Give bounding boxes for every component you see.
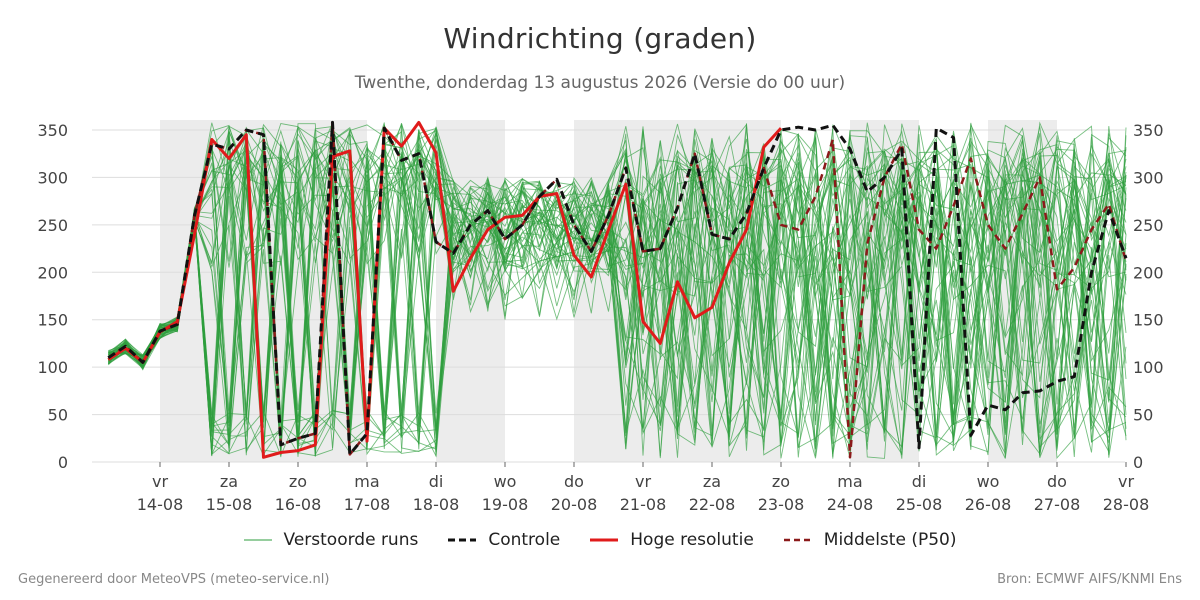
- perturbed-run-41: [108, 126, 1127, 451]
- x-tick-dow-8: za: [703, 472, 721, 491]
- legend: Verstoorde runs Controle Hoge resolutie …: [0, 530, 1200, 550]
- y-tick-left-0: 0: [58, 453, 68, 472]
- perturbed-run-46: [108, 126, 1127, 456]
- x-tick-date-11: 25-08: [896, 495, 943, 514]
- y-tick-left-250: 250: [37, 216, 68, 235]
- x-tick-date-7: 21-08: [620, 495, 667, 514]
- legend-item-median: Middelste (P50): [783, 530, 957, 550]
- perturbed-run-45: [108, 123, 1127, 459]
- footer-generator: Gegenereerd door MeteoVPS (meteo-service…: [18, 572, 330, 587]
- legend-item-control: Controle: [448, 530, 560, 550]
- x-tick-date-1: 15-08: [206, 495, 253, 514]
- perturbed-run-28: [107, 123, 1127, 439]
- series-hoge-resolutie: [107, 120, 783, 459]
- x-tick-dow-6: do: [564, 472, 584, 491]
- legend-item-highres: Hoge resolutie: [590, 530, 754, 550]
- perturbed-run-48: [108, 133, 1127, 451]
- y-tick-left-300: 300: [37, 168, 68, 187]
- perturbed-runs: [107, 121, 1127, 460]
- y-tick-left-150: 150: [37, 311, 68, 330]
- x-tick-dow-10: ma: [837, 472, 862, 491]
- y-tick-left-50: 50: [48, 406, 68, 425]
- x-tick-dow-3: ma: [354, 472, 379, 491]
- legend-swatch-median: [783, 538, 812, 542]
- y-tick-right-150: 150: [1133, 311, 1164, 330]
- x-tick-dow-5: wo: [494, 472, 517, 491]
- x-tick-date-3: 17-08: [344, 495, 391, 514]
- legend-label-median: Middelste (P50): [823, 530, 957, 550]
- y-tick-left-200: 200: [37, 263, 68, 282]
- x-tick-date-6: 20-08: [551, 495, 598, 514]
- x-tick-dow-2: zo: [289, 472, 307, 491]
- main-series: [107, 120, 1128, 459]
- perturbed-run-40: [107, 122, 1127, 459]
- x-tick-date-14: 28-08: [1103, 495, 1150, 514]
- legend-item-perturbed: Verstoorde runs: [243, 530, 419, 550]
- x-tick-dow-0: vr: [152, 472, 168, 491]
- y-tick-right-350: 350: [1133, 121, 1164, 140]
- y-tick-left-350: 350: [37, 121, 68, 140]
- y-tick-right-0: 0: [1133, 453, 1143, 472]
- x-tick-date-13: 27-08: [1034, 495, 1081, 514]
- y-tick-labels-right: 0 50 100 150 200 250 300 350: [1133, 121, 1164, 472]
- x-tick-date-10: 24-08: [827, 495, 874, 514]
- x-tick-labels: vr 14-08 za 15-08 zo 16-08 ma 17-08 di 18-08 wo 19-…: [137, 462, 1150, 514]
- perturbed-run-7: [108, 123, 1127, 457]
- x-tick-dow-9: zo: [772, 472, 790, 491]
- x-tick-dow-11: di: [912, 472, 927, 491]
- x-tick-date-5: 19-08: [482, 495, 529, 514]
- legend-swatch-perturbed: [243, 539, 272, 541]
- legend-swatch-highres: [590, 538, 619, 542]
- legend-label-control: Controle: [488, 530, 561, 550]
- y-tick-labels-left: 0 50 100 150 200 250 300 350: [37, 121, 68, 472]
- y-tick-right-50: 50: [1133, 406, 1153, 425]
- x-tick-date-9: 23-08: [758, 495, 805, 514]
- x-tick-dow-7: vr: [635, 472, 651, 491]
- perturbed-run-20: [108, 123, 1127, 444]
- y-tick-right-100: 100: [1133, 358, 1164, 377]
- x-tick-date-8: 22-08: [689, 495, 736, 514]
- perturbed-run-34: [108, 126, 1127, 456]
- x-tick-date-0: 14-08: [137, 495, 184, 514]
- legend-label-highres: Hoge resolutie: [630, 530, 754, 550]
- y-tick-left-100: 100: [37, 358, 68, 377]
- legend-swatch-control: [448, 538, 477, 542]
- series-controle: [107, 120, 1128, 456]
- y-tick-right-300: 300: [1133, 168, 1164, 187]
- chart-subtitle: Twenthe, donderdag 13 augustus 2026 (Ver…: [354, 73, 846, 93]
- legend-label-perturbed: Verstoorde runs: [283, 530, 419, 550]
- x-tick-dow-14: vr: [1118, 472, 1134, 491]
- y-tick-right-250: 250: [1133, 216, 1164, 235]
- perturbed-run-38: [107, 124, 1127, 453]
- chart-title: Windrichting (graden): [443, 22, 757, 55]
- x-tick-dow-1: za: [220, 472, 238, 491]
- y-tick-right-200: 200: [1133, 263, 1164, 282]
- x-tick-date-2: 16-08: [275, 495, 322, 514]
- x-tick-dow-12: wo: [977, 472, 1000, 491]
- footer-source: Bron: ECMWF AIFS/KNMI Ens: [997, 572, 1182, 587]
- x-tick-dow-13: do: [1047, 472, 1067, 491]
- x-tick-date-4: 18-08: [413, 495, 460, 514]
- x-tick-date-12: 26-08: [965, 495, 1012, 514]
- x-tick-dow-4: di: [429, 472, 444, 491]
